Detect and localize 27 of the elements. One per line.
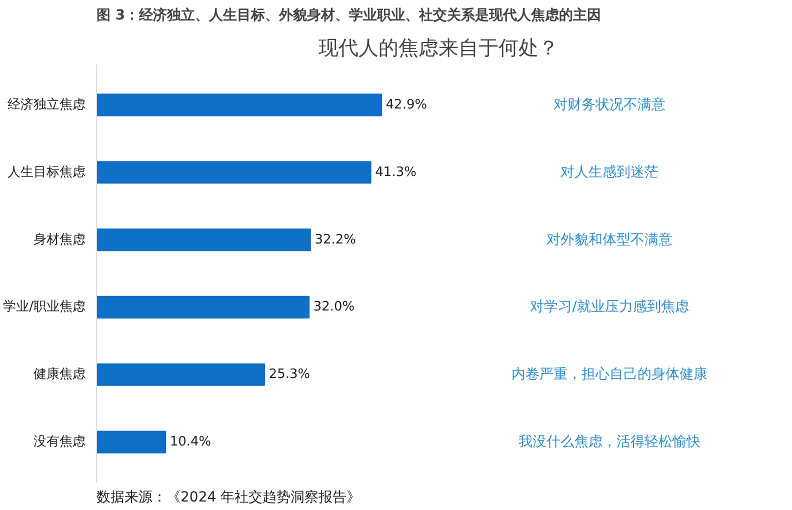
data-label: 25.3% xyxy=(268,367,310,382)
text: 我没什么焦虑，活得轻松愉快 xyxy=(518,434,700,450)
text: 对外貌和体型不满意 xyxy=(546,232,672,248)
y-tick-label: 身材焦虑 xyxy=(34,232,86,248)
text: 现代人的焦虑来自于何处？ xyxy=(318,36,558,60)
source-note: 数据来源：《2024 年社交趋势洞察报告》 xyxy=(96,490,361,506)
text: 内卷严重，担心自己的身体健康 xyxy=(512,366,708,383)
y-tick-label: 学业/职业焦虑 xyxy=(3,300,86,315)
text: 对学习/就业压力感到焦虑 xyxy=(530,299,689,316)
bar xyxy=(96,363,266,386)
y-tick-label: 健康焦虑 xyxy=(34,367,86,382)
y-tick-label: 人生目标焦虑 xyxy=(8,164,86,180)
data-label: 41.3% xyxy=(375,164,416,180)
bar xyxy=(96,228,311,252)
bar xyxy=(96,94,382,116)
data-label: 32.0% xyxy=(313,300,355,315)
bar xyxy=(96,296,310,318)
y-tick-label: 没有焦虑 xyxy=(34,434,86,450)
text: 对人生感到迷茫 xyxy=(560,164,658,180)
bar xyxy=(96,161,372,184)
y-tick-label: 经济独立焦虑 xyxy=(8,96,86,112)
data-label: 10.4% xyxy=(170,434,212,450)
data-label: 32.2% xyxy=(314,232,356,248)
text: 对财务状况不满意 xyxy=(554,96,666,113)
data-label: 42.9% xyxy=(386,97,428,112)
chart-title: 图 3：经济独立、人生目标、外貌身材、学业职业、社交关系是现代人焦虑的主因 xyxy=(96,6,602,24)
bar xyxy=(96,430,166,454)
